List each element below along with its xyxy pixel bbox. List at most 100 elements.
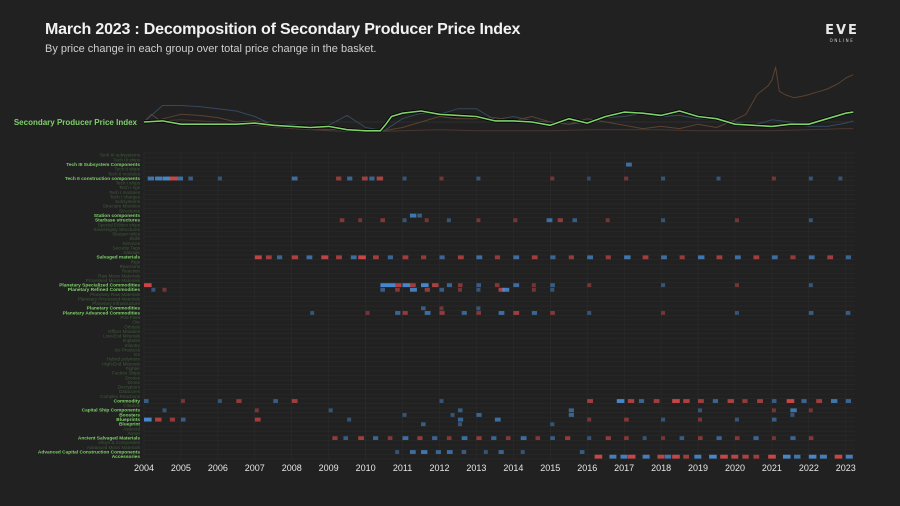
heatmap-cell <box>808 311 814 315</box>
heatmap-cell <box>683 454 690 459</box>
heatmap-cell <box>520 450 525 454</box>
heatmap-cell <box>369 176 375 181</box>
heatmap-cell <box>808 436 814 441</box>
heatmap-cell <box>457 255 464 260</box>
heatmap-cell <box>664 454 672 459</box>
heatmap-cell <box>439 399 444 403</box>
heatmap-cell <box>483 450 488 454</box>
heatmap-cell <box>790 255 796 260</box>
row-label: Fighter <box>126 366 141 371</box>
row-label: Tech I charges <box>110 194 141 199</box>
heatmap-cell <box>361 176 368 181</box>
row-label: Boosters <box>119 412 140 418</box>
heatmap-cell <box>808 218 813 223</box>
heatmap-cell <box>594 454 603 459</box>
heatmap-cell <box>698 255 705 260</box>
heatmap-cell <box>291 255 299 260</box>
heatmap-cell <box>550 176 555 181</box>
heatmap-cell <box>653 399 660 403</box>
heatmap-cell <box>409 287 417 292</box>
heatmap-cell <box>734 311 739 315</box>
heatmap-cell <box>753 436 759 441</box>
row-label: Salvaged materials <box>97 255 141 261</box>
heatmap-cell <box>661 283 666 288</box>
heatmap-cell <box>627 454 636 459</box>
heatmap-cell <box>505 436 511 441</box>
heatmap-cell <box>188 176 193 181</box>
heatmap-cell <box>801 399 807 403</box>
logo-wordmark: EVE <box>825 23 859 38</box>
x-tick-label: 2007 <box>245 463 265 473</box>
heatmap-cell <box>679 436 685 441</box>
heatmap-cell <box>387 436 393 441</box>
heatmap-cell <box>409 450 416 454</box>
row-label: Ancient Salvaged Materials <box>78 436 140 442</box>
heatmap-cell <box>753 454 760 459</box>
heatmap-cell <box>358 255 366 260</box>
heatmap-cell <box>395 311 401 315</box>
heatmap-cell <box>387 255 393 260</box>
heatmap-cell <box>794 454 801 459</box>
row-label: Asteroid <box>123 426 140 431</box>
heatmap-cell <box>432 283 439 288</box>
heatmap-cell <box>819 454 827 459</box>
heatmap-cell <box>372 436 379 441</box>
heatmap-cell <box>332 436 338 441</box>
x-tick-label: 2019 <box>688 463 708 473</box>
heatmap-cell <box>169 176 178 181</box>
row-label: Planetary Advanced Commodities <box>63 310 141 316</box>
heatmap-cell <box>546 218 553 223</box>
heatmap-cell <box>372 255 379 260</box>
row-label: Services <box>122 241 140 246</box>
heatmap-cell <box>236 399 242 403</box>
row-label: Hybrid polymers <box>107 357 141 362</box>
heatmap-cell <box>461 311 467 315</box>
heatmap-cell <box>457 408 463 413</box>
heatmap-cell <box>672 454 680 459</box>
chart-title: March 2023 : Decomposition of Secondary … <box>45 21 521 38</box>
heatmap-cell <box>144 417 152 422</box>
chart-subtitle: By price change in each group over total… <box>45 43 377 55</box>
heatmap-cell <box>336 255 342 260</box>
row-label: Security Tags <box>113 245 141 250</box>
heatmap-cell <box>642 454 650 459</box>
row-label: Processed Moon Materials <box>86 278 141 283</box>
heatmap-cell <box>144 283 152 288</box>
heatmap-cell <box>387 283 396 288</box>
heatmap-cell <box>498 450 504 454</box>
heatmap-cell <box>513 218 518 223</box>
heatmap-cell <box>550 283 555 288</box>
heatmap-cell <box>439 176 444 181</box>
x-tick-label: 2013 <box>466 463 486 473</box>
heatmap-cell <box>712 399 718 403</box>
heatmap-cell <box>790 413 795 417</box>
heatmap-cell <box>626 162 632 167</box>
row-label: Advanced Moon Materials <box>87 445 141 450</box>
heatmap-cell <box>771 417 777 422</box>
heatmap-cell <box>291 399 298 403</box>
heatmap-cell <box>254 417 261 422</box>
heatmap-cell <box>808 454 817 459</box>
row-label: Salvage <box>123 250 140 255</box>
heatmap-cell <box>734 255 741 260</box>
heatmap-cell <box>587 255 594 260</box>
logo-subtext: ONLINE <box>829 38 855 43</box>
row-label: Citadels <box>123 403 140 408</box>
heatmap-cell <box>731 454 739 459</box>
heatmap-cell <box>395 283 402 288</box>
heatmap-cell <box>768 454 776 459</box>
heatmap-cell <box>587 311 592 315</box>
row-label: Tech I modules <box>109 190 141 195</box>
heatmap-cell <box>169 417 176 422</box>
heatmap-cell <box>709 454 717 459</box>
heatmap-cell <box>461 436 468 441</box>
heatmap-cell <box>347 176 353 181</box>
heatmap-cell <box>380 283 388 288</box>
heatmap-cell <box>151 287 156 292</box>
row-label: Structure Modules <box>103 204 141 209</box>
heatmap-cell <box>476 218 481 223</box>
row-label: Tech II construction components <box>65 176 140 182</box>
heatmap-cell <box>439 306 444 311</box>
heatmap-cell <box>343 436 349 441</box>
